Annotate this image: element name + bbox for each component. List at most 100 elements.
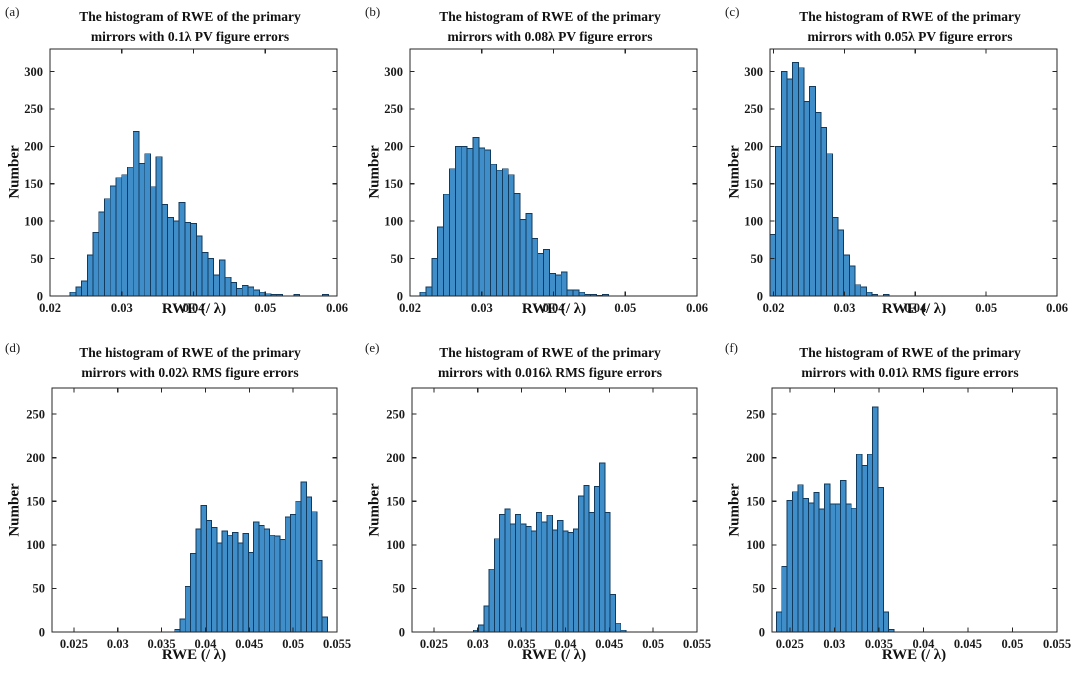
y-tick-label: 300 [744, 65, 763, 79]
histogram-plot-e: 0.025 0.03 0.035 0.04 0.045 0.05 0.055 0 50 100 15… [386, 387, 711, 651]
histogram-bar [813, 492, 820, 633]
panel-c: 0.02 0.03 0.04 0.05 0.06 0 50 100 150 200 250 300 (… [720, 0, 1079, 330]
x-tick-label: 0.05 [254, 301, 276, 315]
histogram-bar [69, 291, 77, 297]
y-tick-label: 100 [744, 214, 763, 228]
y-tick-label: 200 [746, 451, 765, 465]
x-tick-label: 0.045 [954, 637, 982, 651]
histogram-bar [321, 616, 328, 633]
histogram-bar [792, 62, 799, 297]
x-tick-label: 0.045 [595, 637, 623, 651]
histogram-bar [537, 252, 545, 297]
tick-labels: 0.025 0.03 0.035 0.04 0.045 0.05 0.055 0 50 100 15… [746, 407, 1071, 651]
x-tick-label: 0.045 [235, 637, 263, 651]
histogram-plot-f: 0.025 0.03 0.035 0.04 0.045 0.05 0.055 0 50 100 15… [746, 387, 1071, 651]
y-tick-label: 200 [26, 451, 45, 465]
histogram-bar [190, 553, 197, 633]
y-tick-label: 0 [397, 289, 403, 303]
histogram-bar [484, 149, 492, 297]
histogram-bar [578, 495, 585, 633]
histogram-bar [877, 486, 884, 633]
x-tick-label: 0.02 [39, 301, 61, 315]
panel-label: (b) [365, 4, 381, 19]
histogram-bar [253, 289, 260, 297]
histogram-bar [557, 520, 564, 633]
y-tick-label: 100 [746, 538, 765, 552]
histogram-bar [843, 254, 850, 297]
histogram-bar [241, 285, 249, 297]
histogram-bar [242, 533, 249, 633]
histogram-bar [848, 265, 856, 297]
panel-d: 0.025 0.03 0.035 0.04 0.045 0.05 0.055 0 50 100 15… [0, 330, 360, 676]
y-axis-label: Number [726, 483, 743, 537]
y-tick-label: 250 [386, 407, 405, 421]
histogram-bar [224, 276, 232, 297]
histogram-bar [213, 274, 220, 297]
y-tick-label: 150 [26, 495, 45, 509]
x-tick-label: 0.02 [763, 301, 785, 315]
panel-title-line1: The histogram of RWE of the primary [799, 345, 1021, 360]
panel-title: The histogram of RWE of the primary mirr… [400, 7, 700, 47]
tick-labels: 0.02 0.03 0.04 0.05 0.06 0 50 100 150 200 250 300 [744, 65, 1068, 315]
tick-labels: 0.02 0.03 0.04 0.05 0.06 0 50 100 150 200 250 300 [24, 65, 348, 315]
histogram-bar [144, 153, 151, 297]
histogram-bar [478, 624, 485, 633]
histogram-bars [69, 130, 329, 297]
histogram-bar [201, 252, 209, 297]
histogram-bar [520, 523, 527, 633]
histogram-bar [86, 254, 94, 297]
y-tick-label: 150 [384, 177, 403, 191]
histogram-bar [775, 145, 782, 297]
histogram-bar [536, 512, 543, 633]
panel-title-line1: The histogram of RWE of the primary [439, 9, 661, 24]
histogram-bar [826, 153, 833, 297]
histogram-bar [850, 507, 858, 633]
histogram-bar [178, 201, 186, 297]
axis-box [411, 387, 698, 633]
x-tick-label: 0.035 [508, 637, 536, 651]
histogram-bar [866, 453, 874, 633]
histogram-bar [776, 611, 783, 633]
y-tick-label: 100 [24, 214, 43, 228]
histogram-bar [92, 231, 100, 297]
histogram-bar [81, 280, 88, 297]
histogram-bar [599, 462, 606, 633]
histogram-bar [614, 622, 622, 633]
histogram-plot-d: 0.025 0.03 0.035 0.04 0.045 0.05 0.055 0 50 100 15… [26, 387, 351, 651]
histogram-bar [593, 486, 601, 633]
histogram-bar [551, 529, 559, 633]
histogram-bar [797, 67, 805, 297]
histogram-bar [230, 282, 237, 297]
histogram-bar [488, 568, 495, 633]
histogram-bar [419, 291, 427, 297]
histogram-bar [882, 611, 890, 633]
y-tick-label: 250 [26, 407, 45, 421]
histogram-bar [808, 502, 815, 633]
y-axis-label: Number [726, 145, 743, 199]
histogram-bar [449, 168, 456, 297]
panel-title-line2: mirrors with 0.02λ RMS figure errors [81, 365, 299, 380]
histogram-bar [259, 291, 266, 297]
histogram-bar [274, 535, 281, 633]
x-tick-label: 0.04 [904, 301, 927, 315]
axis-ticks [409, 49, 698, 297]
histogram-bar [184, 222, 192, 297]
histogram-bar [300, 481, 307, 633]
histogram-bar [263, 528, 270, 633]
panel-label: (d) [5, 340, 21, 355]
panel-title: The histogram of RWE of the primary mirr… [40, 7, 340, 47]
histogram-bar [211, 526, 218, 633]
x-tick-label: 0.03 [467, 637, 489, 651]
histogram-bar [253, 521, 260, 633]
panel-label: (f) [725, 340, 738, 355]
y-tick-label: 300 [384, 65, 403, 79]
histogram-bar [578, 291, 586, 297]
x-axis-label: RWE (/ λ) [881, 647, 947, 663]
histogram-bars [472, 462, 627, 633]
histogram-bar [237, 542, 244, 633]
histogram-bar [814, 112, 822, 297]
histogram-bar [167, 216, 174, 297]
histogram-bar [861, 465, 868, 633]
histogram-bar [860, 286, 867, 297]
histogram-bar [554, 274, 562, 297]
